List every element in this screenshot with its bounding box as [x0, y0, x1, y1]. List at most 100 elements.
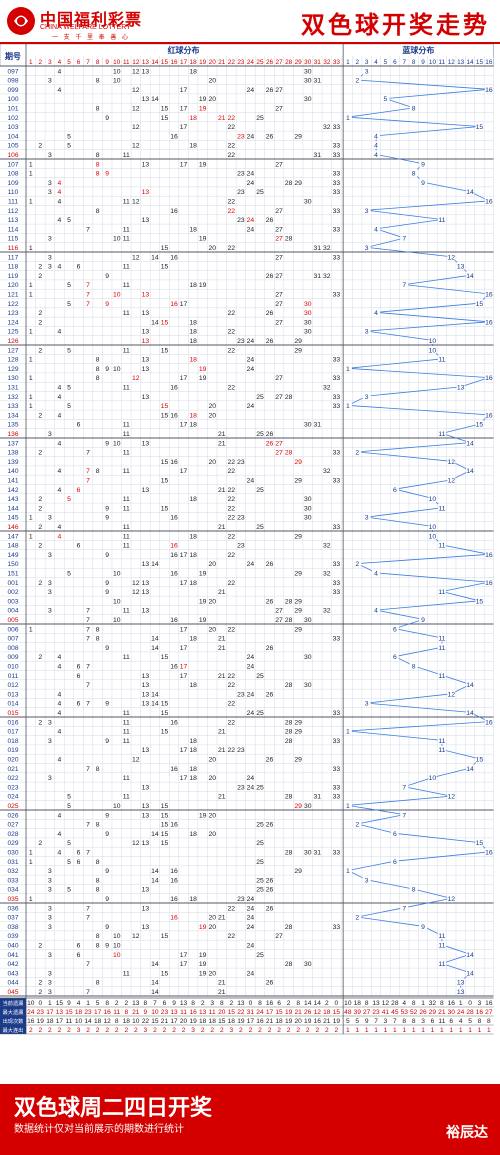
stats-blue-value: 41: [382, 1009, 390, 1016]
red-ball-mark: 18: [189, 831, 197, 838]
red-ball-mark: 14: [151, 961, 159, 968]
stats-red-value: 2: [182, 1027, 186, 1034]
stats-label-bg: [0, 1007, 26, 1016]
blue-mark-bg: [466, 680, 475, 689]
blue-column-label: 13: [457, 59, 465, 66]
period-number: 033: [7, 877, 18, 884]
red-zone-header: 红球分布: [168, 45, 200, 55]
stats-red-value: 15: [65, 1009, 73, 1016]
red-ball-mark: 24: [247, 905, 255, 912]
red-ball-mark: 13: [142, 682, 150, 689]
red-ball-mark: 21: [218, 747, 226, 754]
red-ball-mark: 16: [170, 412, 178, 419]
red-ball-mark: 11: [123, 496, 130, 503]
blue-mark-bg: [409, 662, 418, 670]
blue-mark-bg: [372, 225, 381, 233]
period-number: 015: [7, 710, 18, 717]
blue-mark-bg: [475, 755, 484, 763]
period-number: 014: [7, 701, 18, 708]
red-ball-mark: 11: [123, 264, 130, 271]
red-ball-mark: 28: [285, 961, 293, 968]
stats-red-value: 18: [75, 1009, 83, 1016]
blue-mark-bg: [447, 457, 456, 465]
blue-ball-mark: 7: [402, 905, 406, 912]
red-ball-mark: 12: [132, 87, 140, 94]
stats-red-value: 20: [180, 1018, 188, 1025]
red-ball-mark: 30: [304, 78, 312, 85]
red-ball-mark: 10: [113, 952, 121, 959]
red-ball-mark: 13: [142, 589, 150, 596]
red-ball-mark: 24: [247, 478, 255, 485]
red-ball-mark: 33: [333, 394, 341, 401]
red-ball-mark: 12: [132, 199, 140, 206]
period-number: 112: [8, 208, 19, 215]
stats-blue-value: 52: [410, 1009, 418, 1016]
red-ball-mark: 16: [170, 868, 178, 875]
period-number: 108: [7, 171, 18, 178]
red-column-label: 8: [96, 59, 100, 66]
stats-red-value: 2: [239, 1027, 243, 1034]
period-number: 135: [7, 422, 18, 429]
red-ball-mark: 23: [237, 133, 245, 140]
stats-red-value: 3: [210, 1000, 214, 1007]
stats-blue-value: 24: [457, 1009, 465, 1016]
red-ball-mark: 1: [29, 282, 33, 289]
blue-ball-mark: 14: [466, 766, 474, 773]
stats-red-value: 16: [104, 1009, 112, 1016]
red-ball-mark: 9: [105, 440, 109, 447]
period-number: 013: [7, 691, 18, 698]
red-ball-mark: 4: [58, 831, 62, 838]
red-ball-mark: 18: [189, 282, 197, 289]
period-number: 143: [7, 496, 18, 503]
red-ball-mark: 18: [189, 115, 197, 122]
red-ball-mark: 10: [113, 366, 121, 373]
stats-red-value: 19: [237, 1018, 245, 1025]
stats-red-value: 2: [96, 1027, 100, 1034]
stats-red-value: 14: [314, 1000, 322, 1007]
red-ball-mark: 13: [142, 338, 150, 345]
red-ball-mark: 6: [77, 264, 81, 271]
red-ball-mark: 7: [86, 626, 90, 633]
red-ball-mark: 6: [77, 673, 81, 680]
red-ball-mark: 19: [199, 970, 207, 977]
blue-mark-bg: [428, 773, 437, 782]
period-number: 118: [8, 264, 19, 271]
stats-red-value: 2: [220, 1027, 224, 1034]
red-ball-mark: 17: [180, 106, 188, 113]
red-ball-mark: 29: [294, 533, 302, 540]
red-ball-mark: 22: [228, 152, 236, 159]
red-ball-mark: 3: [48, 254, 52, 261]
red-ball-mark: 6: [77, 487, 81, 494]
red-ball-mark: 32: [323, 124, 331, 131]
red-ball-mark: 7: [86, 301, 90, 308]
red-ball-mark: 9: [105, 645, 109, 652]
red-ball-mark: 33: [333, 171, 341, 178]
red-ball-mark: 16: [170, 766, 178, 773]
period-number: 010: [7, 664, 18, 671]
blue-column-label: 8: [412, 59, 416, 66]
red-ball-mark: 33: [333, 152, 341, 159]
period-number: 024: [7, 794, 18, 801]
red-ball-mark: 22: [228, 468, 236, 475]
blue-ball-mark: 11: [438, 738, 445, 745]
red-ball-mark: 22: [228, 347, 236, 354]
stats-red-value: 2: [124, 1000, 128, 1007]
red-ball-mark: 17: [180, 580, 188, 587]
red-ball-mark: 11: [123, 710, 130, 717]
blue-mark-bg: [484, 197, 493, 205]
red-ball-mark: 23: [237, 747, 245, 754]
red-ball-mark: 30: [304, 803, 312, 810]
blue-ball-mark: 14: [466, 952, 474, 959]
blue-ball-mark: 11: [438, 505, 445, 512]
red-ball-mark: 25: [256, 524, 264, 531]
blue-ball-mark: 4: [374, 310, 378, 317]
logo-text-cn: 中国福利彩票: [40, 10, 143, 29]
red-ball-mark: 2: [38, 654, 42, 661]
red-ball-mark: 8: [96, 859, 100, 866]
red-ball-mark: 28: [285, 617, 293, 624]
stats-blue-value: 3: [384, 1018, 388, 1025]
red-ball-mark: 25: [256, 189, 264, 196]
red-ball-mark: 17: [180, 124, 188, 131]
stats-label: 最大遗漏: [3, 1008, 24, 1016]
red-ball-mark: 22: [228, 580, 236, 587]
